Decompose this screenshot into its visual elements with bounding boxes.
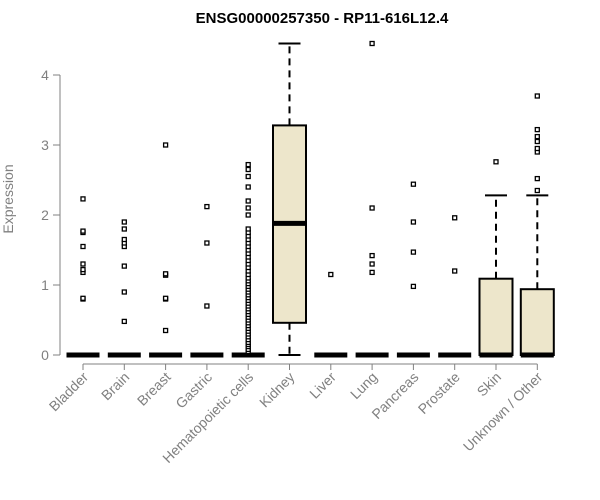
outlier-point xyxy=(410,181,417,187)
box-group xyxy=(107,219,141,358)
y-axis-label: Expression xyxy=(0,164,16,233)
outlier-point xyxy=(80,266,86,273)
axes: 0 1 2 3 4 xyxy=(41,67,538,370)
outlier-point xyxy=(121,263,127,269)
outlier-point xyxy=(328,271,334,278)
outlier-point xyxy=(245,173,251,180)
category-label: Skin xyxy=(474,369,505,400)
category-label: Bladder xyxy=(46,369,92,415)
outlier-point xyxy=(162,327,169,334)
outlier-point xyxy=(369,261,375,267)
outlier-point xyxy=(369,205,375,211)
box-group xyxy=(66,196,100,358)
outlier-point xyxy=(80,261,86,267)
outlier-point xyxy=(410,219,417,225)
outlier-point xyxy=(534,133,540,140)
outlier-point xyxy=(121,226,127,232)
box-group xyxy=(190,203,224,358)
outlier-point xyxy=(80,196,86,202)
outlier-point xyxy=(80,243,86,250)
y-tick-label: 1 xyxy=(41,277,49,293)
y-tick-label: 0 xyxy=(41,347,49,363)
outlier-point xyxy=(245,166,251,173)
outlier-point xyxy=(245,205,251,211)
outlier-point xyxy=(245,161,251,168)
box-group xyxy=(478,159,514,358)
box-group xyxy=(355,40,389,358)
outlier-point xyxy=(121,289,127,295)
outlier-point xyxy=(80,228,86,234)
outlier-point xyxy=(534,126,540,133)
outlier-point xyxy=(410,249,417,255)
outlier-point xyxy=(204,203,210,210)
box-group xyxy=(438,215,472,358)
y-tick-label: 4 xyxy=(41,67,49,83)
outlier-point xyxy=(204,240,210,246)
y-tick-label: 3 xyxy=(41,137,49,153)
outlier-point xyxy=(121,318,127,325)
box-group xyxy=(519,93,555,358)
outlier-point xyxy=(452,268,458,274)
category-label: Breast xyxy=(134,369,174,409)
outlier-point xyxy=(162,271,169,277)
box-group xyxy=(314,271,348,358)
outlier-point xyxy=(534,145,540,152)
outlier-point xyxy=(245,226,251,232)
y-tick-label: 2 xyxy=(41,207,49,223)
outlier-point xyxy=(369,269,375,276)
outlier-point xyxy=(493,159,499,165)
box-iqr xyxy=(478,277,514,357)
box-group xyxy=(231,161,265,358)
outlier-point xyxy=(369,40,375,47)
outlier-point xyxy=(121,219,127,225)
category-label: Lung xyxy=(347,369,380,402)
box-group xyxy=(396,181,430,358)
outlier-point xyxy=(534,138,540,145)
outlier-point xyxy=(80,295,86,301)
outlier-point xyxy=(452,215,458,221)
chart-title: ENSG00000257350 - RP11-616L12.4 xyxy=(196,10,449,27)
category-label: Prostate xyxy=(415,369,463,417)
plot-area xyxy=(66,40,555,358)
outlier-point xyxy=(534,93,540,99)
outlier-point xyxy=(369,252,375,259)
outlier-point xyxy=(121,236,127,243)
outlier-point xyxy=(162,142,169,148)
outlier-point xyxy=(162,295,169,301)
category-label: Kidney xyxy=(256,369,298,411)
outlier-point xyxy=(245,198,251,204)
outlier-point xyxy=(204,303,210,309)
box-group xyxy=(272,42,307,356)
outlier-point xyxy=(245,212,251,218)
outlier-point xyxy=(245,184,251,190)
outlier-point xyxy=(534,175,540,182)
box-group xyxy=(149,142,183,358)
outlier-point xyxy=(534,187,540,194)
category-label: Liver xyxy=(306,369,339,402)
box-iqr xyxy=(519,288,555,357)
outlier-point xyxy=(410,283,417,290)
category-label: Brain xyxy=(98,369,132,403)
